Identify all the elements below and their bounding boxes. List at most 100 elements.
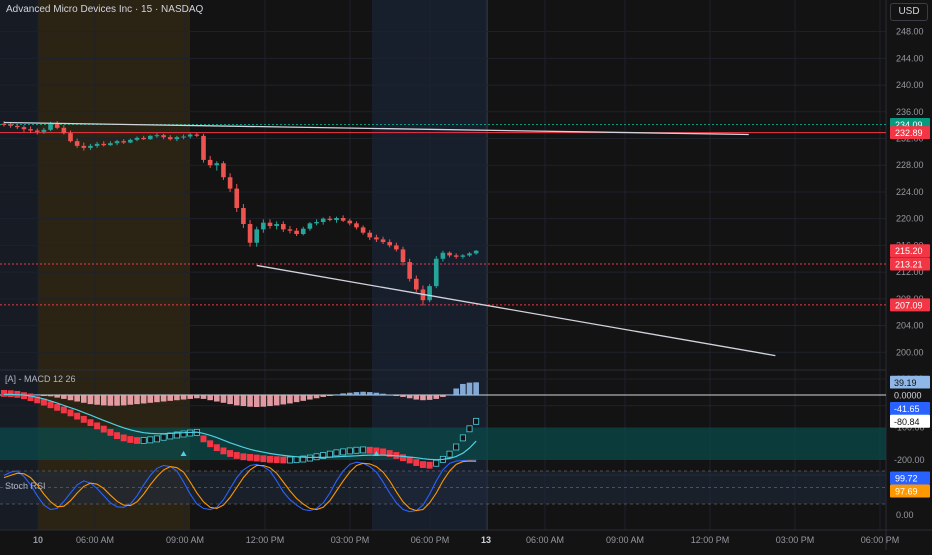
candle-body [134,137,140,140]
macd-line-block [260,455,267,463]
macd-histogram-bar [473,382,479,395]
macd-histogram-bar [460,383,466,395]
macd-line-block [67,409,74,417]
macd-line-block [47,401,54,409]
macd-histogram-bar [154,395,160,403]
price-badge-label: 234.09 [895,120,923,130]
candle-body [241,207,246,225]
candle-body [414,278,419,290]
candle-body [453,255,459,257]
macd-histogram-bar [34,394,41,396]
macd-histogram-bar [453,388,459,395]
candle-body [400,249,406,263]
macd-histogram-bar [366,392,373,395]
macd-histogram-bar [426,395,433,400]
candle-body [54,123,60,128]
macd-line-block [459,434,466,442]
macd-line-block [133,437,140,444]
macd-histogram-bar [187,395,193,399]
candle-body [267,222,273,227]
candle-body [161,135,166,138]
candle-body [427,286,432,301]
candle-body [261,222,266,230]
macd-histogram-bar [233,395,240,406]
macd-histogram-bar [420,395,426,401]
price-tick-label: 244.00 [896,53,924,63]
candle-body [367,232,373,238]
macd-line-block [280,456,287,464]
macd-line-block [220,447,227,455]
macd-histogram-bar [81,395,87,403]
candle-body [407,262,412,279]
currency-selector[interactable]: USD [890,3,928,21]
macd-line-block [386,450,393,457]
macd-line-block [466,425,473,433]
candle-body [327,218,333,221]
macd-line-block [413,459,420,467]
macd-histogram-bar [47,395,54,397]
macd-histogram-bar [140,395,147,404]
candle-body [187,134,193,137]
macd-histogram-bar [67,395,74,401]
macd-line-block [240,453,247,461]
symbol-title[interactable]: Advanced Micro Devices Inc · 15 · NASDAQ [6,4,204,15]
candle-body [61,127,67,134]
macd-line-block [326,450,333,458]
macd-histogram-bar [307,395,313,400]
macd-histogram-bar [466,382,473,395]
macd-line-block [353,446,360,454]
macd-histogram-bar [320,395,326,397]
macd-histogram-bar [267,395,273,407]
macd-histogram-bar [160,395,167,402]
macd-histogram-bar [134,395,140,405]
candle-body [433,258,439,287]
time-axis-label: 06:00 AM [76,535,114,545]
stoch-rsi-pane-label[interactable]: Stoch RSI [5,481,46,491]
macd-line-block [120,434,127,442]
candle-body [320,218,326,223]
candle-body [473,250,479,254]
macd-histogram-bar [313,395,320,399]
macd-histogram-bar [287,395,293,404]
candle-body [287,229,293,231]
macd-line-block [227,450,234,457]
macd-pane-label[interactable]: [A] - MACD 12 26 [5,374,76,384]
macd-line-block [419,461,426,468]
macd-histogram-bar [227,395,233,405]
candle-body [128,139,133,143]
macd-histogram-bar [293,395,300,403]
candle-body [201,135,206,160]
time-axis-label: 06:00 PM [861,535,900,545]
macd-line-block [160,433,167,441]
macd-histogram-bar [180,395,187,400]
macd-histogram-bar [207,395,213,401]
stoch-d-line [3,460,477,512]
time-axis-label: 03:00 PM [331,535,370,545]
candle-body [81,145,87,148]
price-badge-bg [890,126,930,140]
macd-line-block [446,450,453,458]
candle-body [21,127,27,130]
time-axis-label: 09:00 AM [166,535,204,545]
candle-body [88,145,93,148]
macd-histogram-bar [433,395,440,399]
candle-body [387,242,392,246]
macd-signal-line [4,393,477,461]
candle-body [234,188,240,208]
candle-body [141,137,146,140]
macd-histogram-bar [220,395,227,403]
macd-histogram-bar [353,392,360,395]
trendline-lower [256,264,776,357]
macd-histogram-bar [400,395,406,397]
candle-body [48,123,53,130]
price-badge-label: 213.21 [895,260,923,270]
candle-body [221,163,226,178]
macd-histogram-bar [87,395,94,405]
macd-line-block [247,453,254,461]
macd-line-block [266,455,273,463]
macd-line-block [313,453,320,461]
candle-body [174,137,180,140]
time-axis-label: 09:00 AM [606,535,644,545]
